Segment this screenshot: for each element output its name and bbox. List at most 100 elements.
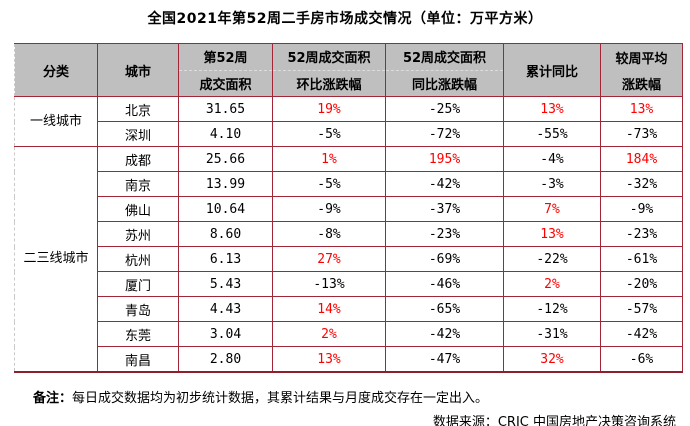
col-header-vs-weekly-avg-line1: 较周平均 — [615, 51, 668, 67]
col-header-category: 分类 — [14, 43, 98, 97]
table-row-dongguan: 东莞 3.04 2% -42% -31% -42% — [15, 321, 683, 347]
col-header-wow-change: 52周成交面积 环比涨跌幅 — [272, 43, 386, 97]
col-header-yoy-change-line2: 同比涨跌幅 — [411, 77, 477, 93]
table-row-nanjing: 南京 13.99 -5% -42% -3% -32% — [15, 171, 683, 197]
value-cell: -12% — [503, 296, 601, 322]
table-row-qingdao: 青岛 4.43 14% -65% -12% -57% — [15, 296, 683, 322]
city-cell: 青岛 — [97, 296, 179, 322]
value-cell: 8.60 — [178, 221, 273, 247]
city-cell: 杭州 — [97, 246, 179, 272]
table-body: 一线城市 北京 31.65 19% -25% 13% 13% 深圳 4.10 -… — [14, 96, 683, 373]
value-cell: -31% — [503, 321, 601, 347]
category-cell-tier1: 一线城市 — [14, 96, 98, 147]
value-cell: 6.13 — [178, 246, 273, 272]
value-cell: 13% — [503, 221, 601, 247]
city-cell: 佛山 — [97, 196, 179, 222]
value-cell: -69% — [385, 246, 504, 272]
value-cell: -42% — [385, 321, 504, 347]
value-cell: 5.43 — [178, 271, 273, 297]
table-row-shenzhen: 深圳 4.10 -5% -72% -55% -73% — [15, 121, 683, 147]
report-title: 全国2021年第52周二手房市场成交情况（单位：万平方米） — [147, 11, 543, 27]
value-cell: 13% — [272, 346, 386, 373]
value-cell: -4% — [503, 146, 601, 172]
value-cell: 10.64 — [178, 196, 273, 222]
table-row-beijing: 一线城市 北京 31.65 19% -25% 13% 13% — [14, 96, 683, 147]
value-cell: -57% — [600, 296, 683, 322]
table-row-xiamen: 厦门 5.43 -13% -46% 2% -20% — [15, 271, 683, 297]
city-cell: 厦门 — [97, 271, 179, 297]
city-cell: 苏州 — [97, 221, 179, 247]
value-cell: -37% — [385, 196, 504, 222]
value-cell: -65% — [385, 296, 504, 322]
data-source: 数据来源：CRIC 中国房地产决策咨询系统 — [432, 415, 676, 426]
value-cell: 3.04 — [178, 321, 273, 347]
value-cell: 2% — [503, 271, 601, 297]
footnote-text: 每日成交数据均为初步统计数据，其累计结果与月度成交存在一定出入。 — [72, 391, 489, 406]
col-header-wow-change-line2: 环比涨跌幅 — [296, 77, 362, 93]
col-header-week52-area: 第52周 成交面积 — [178, 43, 273, 97]
value-cell: 31.65 — [178, 96, 273, 122]
col-header-week52-area-line1: 第52周 — [179, 45, 272, 71]
col-header-cumulative-yoy-label: 累计同比 — [525, 64, 578, 80]
city-cell: 南昌 — [97, 346, 179, 373]
value-cell: -42% — [385, 171, 504, 197]
col-header-category-label: 分类 — [42, 64, 69, 80]
value-cell: -20% — [600, 271, 683, 297]
category-cell-tier23: 二三线城市 — [14, 146, 98, 373]
value-cell: -9% — [272, 196, 386, 222]
value-cell: 27% — [272, 246, 386, 272]
header-row: 分类 城市 第52周 成交面积 52周成交面积 环比涨跌幅 — [14, 43, 683, 97]
city-cell: 东莞 — [97, 321, 179, 347]
value-cell: 4.10 — [178, 121, 273, 147]
value-cell: 184% — [600, 146, 683, 172]
table-header: 分类 城市 第52周 成交面积 52周成交面积 环比涨跌幅 — [14, 43, 683, 97]
city-cell: 深圳 — [97, 121, 179, 147]
value-cell: -72% — [385, 121, 504, 147]
value-cell: -42% — [600, 321, 683, 347]
value-cell: 7% — [503, 196, 601, 222]
value-cell: -61% — [600, 246, 683, 272]
value-cell: -23% — [600, 221, 683, 247]
table-row-hangzhou: 杭州 6.13 27% -69% -22% -61% — [15, 246, 683, 272]
value-cell: 14% — [272, 296, 386, 322]
table-row-suzhou: 苏州 8.60 -8% -23% 13% -23% — [15, 221, 683, 247]
city-cell: 成都 — [97, 146, 179, 172]
value-cell: -5% — [272, 121, 386, 147]
value-cell: 2% — [272, 321, 386, 347]
value-cell: 195% — [385, 146, 504, 172]
footnote-label: 备注： — [33, 391, 73, 406]
value-cell: -73% — [600, 121, 683, 147]
value-cell: 1% — [272, 146, 386, 172]
city-cell: 南京 — [97, 171, 179, 197]
value-cell: -55% — [503, 121, 601, 147]
col-header-week52-area-line2: 成交面积 — [199, 77, 252, 93]
value-cell: -47% — [385, 346, 504, 373]
col-header-yoy-change: 52周成交面积 同比涨跌幅 — [385, 43, 504, 97]
col-header-yoy-change-line1: 52周成交面积 — [386, 45, 503, 71]
value-cell: -6% — [600, 346, 683, 373]
value-cell: -13% — [272, 271, 386, 297]
value-cell: 13.99 — [178, 171, 273, 197]
value-cell: -22% — [503, 246, 601, 272]
value-cell: -32% — [600, 171, 683, 197]
value-cell: 4.43 — [178, 296, 273, 322]
value-cell: -5% — [272, 171, 386, 197]
value-cell: -9% — [600, 196, 683, 222]
col-header-city: 城市 — [97, 43, 179, 97]
value-cell: 19% — [272, 96, 386, 122]
value-cell: -8% — [272, 221, 386, 247]
col-header-vs-weekly-avg-line2: 涨跌幅 — [621, 77, 661, 93]
col-header-vs-weekly-avg: 较周平均 涨跌幅 — [600, 43, 683, 97]
value-cell: 25.66 — [178, 146, 273, 172]
value-cell: 13% — [503, 96, 601, 122]
col-header-cumulative-yoy: 累计同比 — [503, 43, 601, 97]
city-cell: 北京 — [97, 96, 179, 122]
value-cell: -23% — [385, 221, 504, 247]
value-cell: 32% — [503, 346, 601, 373]
col-header-city-label: 城市 — [124, 64, 151, 80]
value-cell: 13% — [600, 96, 683, 122]
housing-transactions-table: 分类 城市 第52周 成交面积 52周成交面积 环比涨跌幅 — [14, 43, 683, 373]
value-cell: -46% — [385, 271, 504, 297]
table-row-nanchang: 南昌 2.80 13% -47% 32% -6% — [15, 346, 683, 373]
value-cell: -3% — [503, 171, 601, 197]
